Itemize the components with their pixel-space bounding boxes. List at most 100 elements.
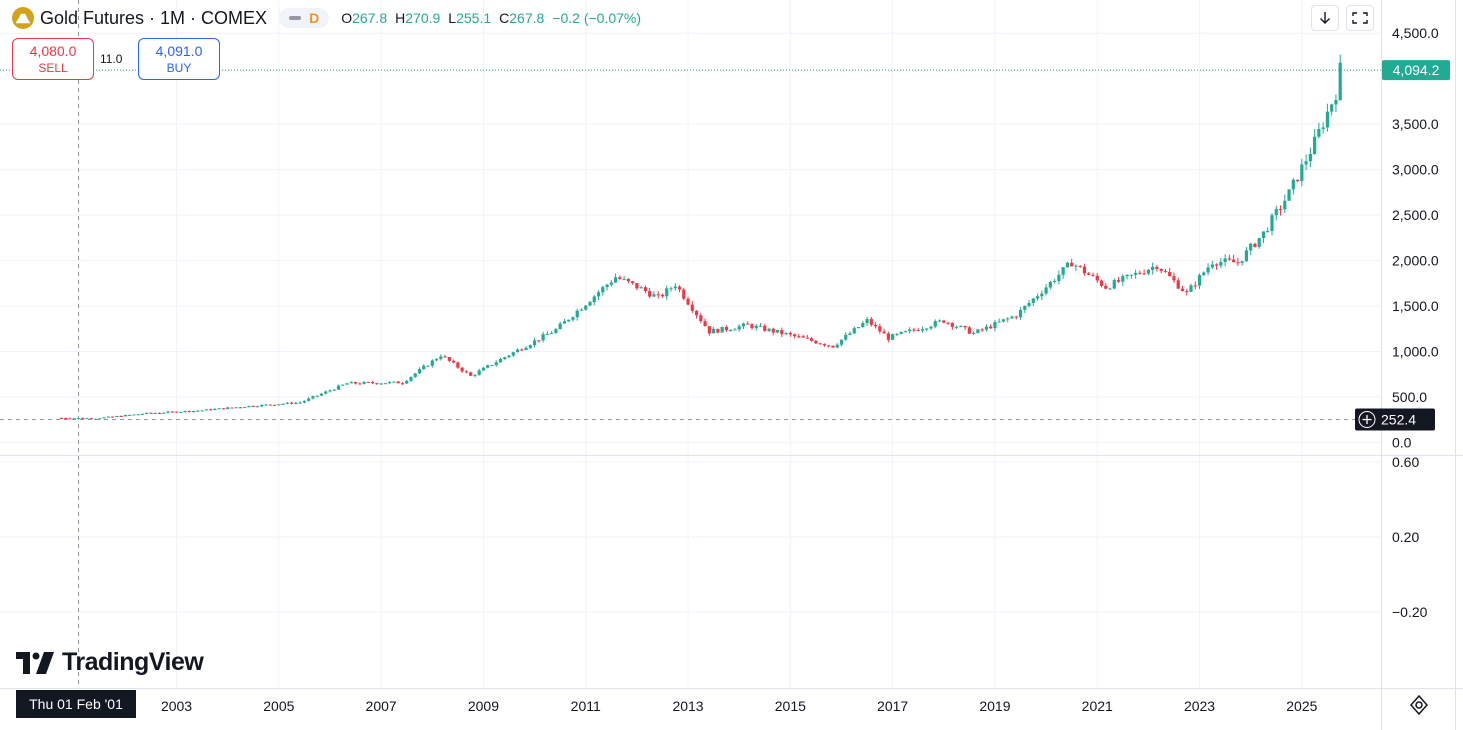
ohlc-value: 267.8 — [509, 10, 545, 26]
download-button[interactable] — [1311, 5, 1339, 31]
candle-body — [669, 288, 673, 290]
candle-body — [1087, 273, 1091, 275]
candle-body — [541, 334, 545, 341]
candle-body — [1134, 272, 1138, 275]
candle-body — [950, 322, 954, 327]
candle-body — [989, 326, 993, 329]
sell-button[interactable]: 4,080.0 SELL — [12, 38, 94, 80]
settings-icon — [1409, 694, 1429, 716]
sell-price: 4,080.0 — [29, 43, 77, 59]
buy-label: BUY — [166, 61, 192, 75]
candle-body — [234, 407, 238, 409]
candle-body — [1116, 280, 1121, 282]
candle-body — [899, 331, 903, 334]
y-tick-label: 2,500.0 — [1392, 207, 1439, 223]
candle-body — [166, 411, 170, 413]
candle-body — [332, 389, 336, 391]
candle-body — [1338, 62, 1342, 101]
candle-body — [1244, 250, 1249, 262]
candle-body — [72, 418, 76, 420]
candle-body — [1082, 266, 1087, 274]
candle-body — [1065, 262, 1070, 268]
candle-body — [1031, 298, 1035, 303]
candle-body — [1334, 100, 1338, 105]
sub-y-tick-label: 0.60 — [1392, 454, 1419, 470]
candle-body — [613, 277, 618, 283]
candle-body — [886, 333, 890, 340]
candle-body — [891, 334, 895, 340]
candle-body — [1070, 262, 1074, 267]
candle-body — [221, 408, 226, 410]
candle-body — [243, 407, 247, 409]
candle-body — [324, 391, 328, 394]
y-tick-label: 500.0 — [1392, 389, 1427, 405]
candle-body — [328, 390, 332, 392]
buy-button[interactable]: 4,091.0 BUY — [138, 38, 220, 80]
crosshair-plus-icon[interactable] — [1358, 411, 1376, 429]
candle-body — [848, 333, 852, 335]
fullscreen-button[interactable] — [1346, 5, 1374, 31]
candle-body — [1142, 273, 1146, 275]
candle-body — [498, 358, 503, 363]
candle-body — [174, 411, 179, 413]
x-tick-label: 2005 — [263, 698, 294, 714]
last-price-label: 4,094.2 — [1393, 62, 1440, 78]
last-price-label-bg — [1382, 60, 1450, 81]
candle-body — [1035, 296, 1040, 299]
x-tick-label: 2019 — [979, 698, 1010, 714]
candle-body — [873, 324, 878, 327]
candle-body — [503, 357, 507, 359]
candle-body — [358, 383, 362, 385]
candle-body — [298, 402, 302, 404]
candle-body — [456, 362, 460, 368]
tradingview-logo-icon — [16, 651, 54, 674]
candle-body — [123, 415, 127, 417]
candle-body — [213, 408, 217, 411]
candle-body — [1108, 288, 1112, 290]
candle-body — [311, 396, 315, 399]
chart-settings-button[interactable] — [1408, 694, 1430, 721]
ohlc-value: 270.9 — [405, 10, 441, 26]
candle-body — [277, 404, 281, 406]
arrow-down-icon — [1320, 12, 1330, 24]
candle-body — [775, 330, 780, 333]
candle-body — [136, 414, 140, 416]
candle-body — [1104, 285, 1108, 289]
crosshair-date-label: Thu 01 Feb '01 — [16, 690, 136, 718]
candle-body — [1010, 316, 1014, 319]
candle-body — [1146, 269, 1150, 274]
candle-body — [967, 327, 971, 334]
candle-body — [383, 383, 388, 385]
candle-body — [805, 337, 809, 339]
symbol-title[interactable]: Gold Futures · 1M · COMEX — [40, 7, 268, 28]
candle-body — [260, 404, 264, 407]
candle-body — [1185, 290, 1189, 292]
candle-body — [1006, 318, 1010, 320]
candle-body — [1283, 200, 1287, 210]
candle-body — [758, 325, 763, 327]
candle-body — [869, 319, 873, 325]
candle-body — [349, 382, 353, 384]
candle-body — [179, 411, 183, 413]
candle-body — [1214, 264, 1219, 266]
candle-body — [494, 362, 498, 366]
candle-body — [1053, 281, 1057, 283]
candle-body — [660, 294, 665, 297]
candle-body — [170, 411, 174, 413]
candle-body — [1078, 265, 1082, 267]
x-tick-label: 2007 — [366, 698, 397, 714]
candle-body — [1121, 276, 1125, 282]
candle-body — [972, 332, 976, 334]
candle-body — [699, 315, 703, 322]
candle-body — [767, 328, 771, 331]
candle-body — [191, 410, 196, 412]
candle-body — [1001, 319, 1006, 322]
candle-body — [272, 404, 277, 406]
spread-value: 11.0 — [100, 52, 123, 66]
candle-body — [413, 373, 417, 377]
tradingview-logo[interactable]: TradingView — [16, 648, 204, 677]
symbol-status-pill[interactable]: D — [279, 8, 330, 28]
candle-body — [1023, 305, 1027, 310]
gold-symbol-icon[interactable] — [12, 7, 34, 29]
